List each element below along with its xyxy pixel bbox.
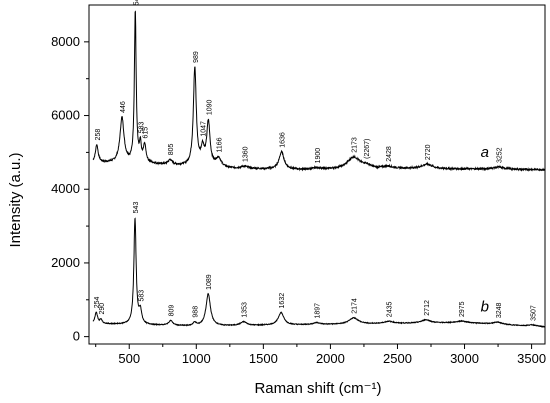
peak-label: 2173	[352, 137, 359, 153]
plot-frame	[88, 4, 546, 345]
peak-label: 1089	[206, 274, 213, 290]
x-tick-label: 1000	[182, 351, 211, 366]
peak-label: 543	[133, 202, 140, 214]
peak-label: 1047	[201, 121, 208, 137]
spectrum-line-a	[92, 10, 546, 172]
peak-label: 2712	[424, 300, 431, 316]
x-tick-label: 3500	[517, 351, 546, 366]
x-tick-label: 2000	[316, 351, 345, 366]
peak-label: 1897	[315, 303, 322, 319]
peak-label: 1353	[242, 302, 249, 318]
peak-label: (2267)	[364, 139, 371, 159]
series-label-b: b	[481, 298, 489, 315]
peak-label: 805	[168, 144, 175, 156]
peak-label: 1166	[217, 137, 224, 152]
peak-label: 3252	[496, 147, 503, 163]
y-tick-label: 2000	[51, 255, 80, 270]
peak-label: 3248	[496, 302, 503, 318]
peak-label: 290	[99, 303, 106, 315]
peak-label: 989	[193, 51, 200, 63]
series-label-a: a	[481, 144, 489, 161]
y-tick-label: 8000	[51, 34, 80, 49]
peak-label: 988	[193, 306, 200, 318]
peak-label: 254	[94, 296, 101, 308]
peak-labels-layer: 2584465455836158059891047109011661360163…	[94, 0, 537, 321]
x-tick-label: 3000	[450, 351, 479, 366]
peak-label: 2428	[386, 146, 393, 162]
y-tick-label: 0	[73, 329, 80, 344]
spectrum-line-b	[92, 217, 545, 329]
x-tick-label: 1500	[249, 351, 278, 366]
x-tick-label: 2500	[383, 351, 412, 366]
x-axis-title: Raman shift (cm⁻¹)	[254, 380, 381, 397]
peak-label: 446	[120, 101, 127, 113]
peak-label: 2720	[425, 144, 432, 160]
peak-label: 3507	[531, 305, 538, 321]
peak-label: 809	[169, 305, 176, 317]
peak-label: 2975	[459, 301, 466, 317]
peak-label: 2435	[387, 302, 394, 318]
peak-label: 1632	[279, 293, 286, 309]
peak-label: 583	[138, 121, 145, 133]
plot-area	[88, 4, 546, 345]
peak-label: 615	[143, 127, 150, 139]
x-tick-label: 500	[118, 351, 140, 366]
peak-label: 258	[95, 129, 102, 141]
peak-label: 2174	[352, 298, 359, 314]
peak-label: 545	[133, 0, 140, 5]
y-tick-label: 6000	[51, 108, 80, 123]
y-axis-title: Intensity (a.u.)	[7, 152, 24, 247]
peak-label: 1636	[280, 132, 287, 148]
peak-label: 583	[138, 290, 145, 302]
axes-layer: 500 1000 1500 2000 2500 3000 3500 0 2000 4000 6000…	[51, 34, 546, 366]
peak-label: 1090	[206, 99, 213, 115]
peak-label: 1360	[243, 146, 250, 162]
y-tick-label: 4000	[51, 181, 80, 196]
series-layer	[92, 10, 546, 329]
peak-label: 1900	[315, 148, 322, 164]
